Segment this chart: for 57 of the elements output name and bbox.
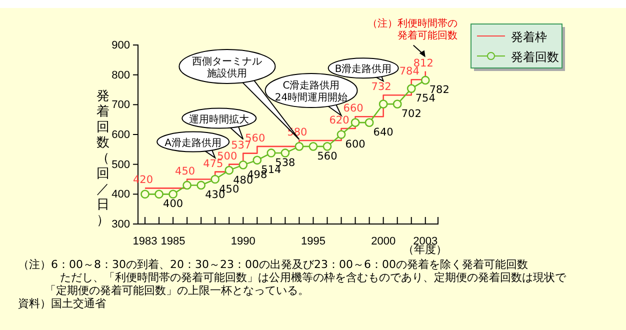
- text: （注）6：00～8：30の到着、20：30～23：00の出発及び23：00～6：00の発着を除く発着可能回数: [18, 258, 528, 271]
- y-tick-label: 800: [112, 69, 130, 82]
- text: （注）利便時間帯の発着可能回数: [367, 17, 458, 42]
- data-label: 400: [163, 198, 184, 210]
- data-label: 784: [399, 66, 420, 78]
- data-label: 620: [329, 114, 350, 127]
- point: [154, 190, 164, 199]
- data-label: 660: [343, 102, 364, 115]
- y-tick-label: 600: [112, 129, 130, 142]
- annotation: B滑走路供用: [334, 63, 392, 76]
- legend-label: 発着回数: [511, 50, 559, 64]
- annotation: 西側ターミナル施設供用: [192, 56, 262, 80]
- data-label: 732: [371, 81, 392, 94]
- point: [182, 180, 192, 190]
- data-label: 537: [231, 139, 252, 152]
- y-tick-label: 700: [112, 99, 130, 112]
- point: [322, 142, 332, 151]
- data-label: 450: [175, 165, 196, 178]
- point: [266, 148, 276, 158]
- point: [280, 148, 290, 158]
- text: 資料）国土交通省: [18, 297, 106, 310]
- point: [168, 190, 178, 199]
- point: [378, 100, 388, 108]
- point: [196, 180, 206, 190]
- point: [140, 190, 150, 199]
- point: [252, 156, 262, 165]
- x-tick-label: 1983: [132, 236, 158, 248]
- y-tick-label: 300: [112, 218, 130, 231]
- data-label: 600: [345, 138, 366, 150]
- data-label: 702: [401, 108, 422, 120]
- point: [224, 166, 234, 175]
- point: [420, 76, 430, 85]
- data-label: 560: [317, 150, 338, 162]
- annotation: 運用時間拡大: [189, 113, 250, 126]
- annotation: A滑走路供用: [164, 136, 222, 149]
- legend-label: 発着枠: [511, 30, 547, 44]
- point: [364, 118, 374, 127]
- point: [392, 100, 402, 108]
- point: [294, 142, 304, 151]
- point: [336, 130, 346, 139]
- x-tick-label: 1985: [160, 236, 186, 248]
- y-tick-label: 500: [112, 158, 130, 171]
- point: [238, 160, 248, 170]
- x-tick-label: 1995: [300, 236, 326, 248]
- x-tick-label: 1990: [230, 236, 256, 248]
- text: ただし、「利便時間帯の発着可能回数」は公用機等の枠を含むものであり、定期便の発着回数は現状で「定期便の発着可能回数」の上限一杯となっている。: [45, 271, 567, 297]
- y-tick-label: 400: [112, 188, 130, 201]
- point: [210, 174, 220, 184]
- data-label: 475: [203, 158, 224, 170]
- point: [308, 142, 318, 151]
- y-tick-label: 900: [112, 40, 130, 52]
- text: 発着回数（回／日）: [96, 89, 110, 228]
- data-label: 640: [373, 126, 394, 139]
- x-tick-label: 2000: [371, 236, 396, 248]
- annotation: C滑走路供用24時間運用開始: [274, 80, 348, 104]
- point: [350, 118, 360, 127]
- point: [406, 84, 416, 93]
